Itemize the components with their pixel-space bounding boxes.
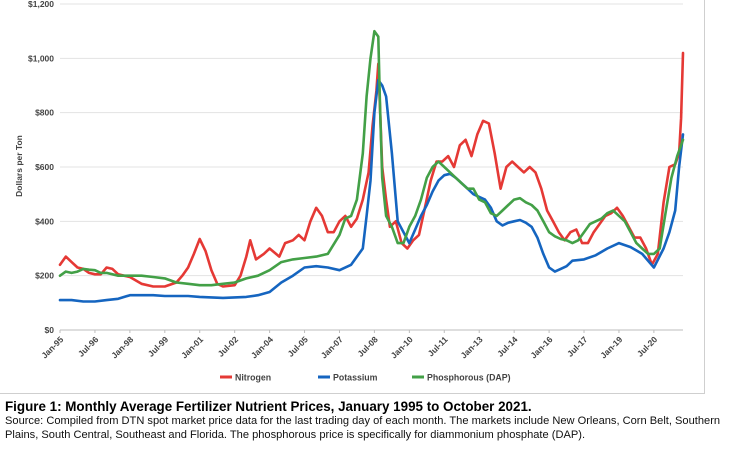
caption-title: Figure 1: Monthly Average Fertilizer Nut… <box>5 399 532 414</box>
legend-label: Nitrogen <box>235 373 271 383</box>
legend-label: Phosphorous (DAP) <box>427 373 511 383</box>
y-tick-label: $600 <box>35 162 54 172</box>
y-axis-title: Dollars per Ton <box>14 135 24 197</box>
x-tick-label: Jul-08 <box>355 334 380 359</box>
x-tick-label: Jan-13 <box>459 334 485 360</box>
series-lines <box>58 29 685 303</box>
x-tick-label: Jan-07 <box>319 334 345 360</box>
x-tick-label: Jan-01 <box>179 334 205 360</box>
x-tick-label: Jan-04 <box>249 334 275 360</box>
y-tick-label: $0 <box>45 325 55 335</box>
x-tick-label: Jan-98 <box>109 334 135 360</box>
legend-label: Potassium <box>333 373 378 383</box>
caption-source: Source: Compiled from DTN spot market pr… <box>5 415 721 441</box>
y-tick-label: $1,200 <box>28 0 54 9</box>
x-tick-label: Jan-10 <box>389 334 415 360</box>
line-chart: $0 $200 $400 $600 $800 $1,000 $1,200 Jan-95 Jul… <box>14 0 685 383</box>
x-tick-label: Jan-16 <box>528 334 554 360</box>
x-tick-label: Jan-19 <box>598 334 624 360</box>
y-tick-label: $800 <box>35 108 54 118</box>
x-tick-label: Jan-95 <box>39 334 65 360</box>
x-tick-label: Jul-99 <box>146 334 171 359</box>
series-line-potassium <box>58 78 685 303</box>
x-tick-labels: Jan-95 Jul-96 Jan-98 Jul-99 Jan-01 Jul-02 Jan-… <box>39 330 659 360</box>
x-tick-label: Jul-96 <box>76 334 101 359</box>
figure-caption: Figure 1: Monthly Average Fertilizer Nut… <box>5 399 725 442</box>
y-tick-labels: $0 $200 $400 $600 $800 $1,000 $1,200 <box>28 0 54 335</box>
y-tick-label: $200 <box>35 271 54 281</box>
series-line-phosphorous-dap <box>58 29 685 287</box>
x-tick-label: Jul-11 <box>426 334 450 358</box>
x-tick-label: Jul-05 <box>286 334 311 359</box>
x-tick-label: Jul-20 <box>635 334 660 359</box>
y-tick-label: $1,000 <box>28 53 54 63</box>
legend: Nitrogen Potassium Phosphorous (DAP) <box>220 373 511 383</box>
y-tick-label: $400 <box>35 216 54 226</box>
x-tick-label: Jul-02 <box>216 334 241 359</box>
series-line-nitrogen <box>58 51 685 288</box>
chart-frame: $0 $200 $400 $600 $800 $1,000 $1,200 Jan-95 Jul… <box>0 0 705 394</box>
x-tick-label: Jul-17 <box>565 334 590 359</box>
x-tick-label: Jul-14 <box>495 334 520 359</box>
